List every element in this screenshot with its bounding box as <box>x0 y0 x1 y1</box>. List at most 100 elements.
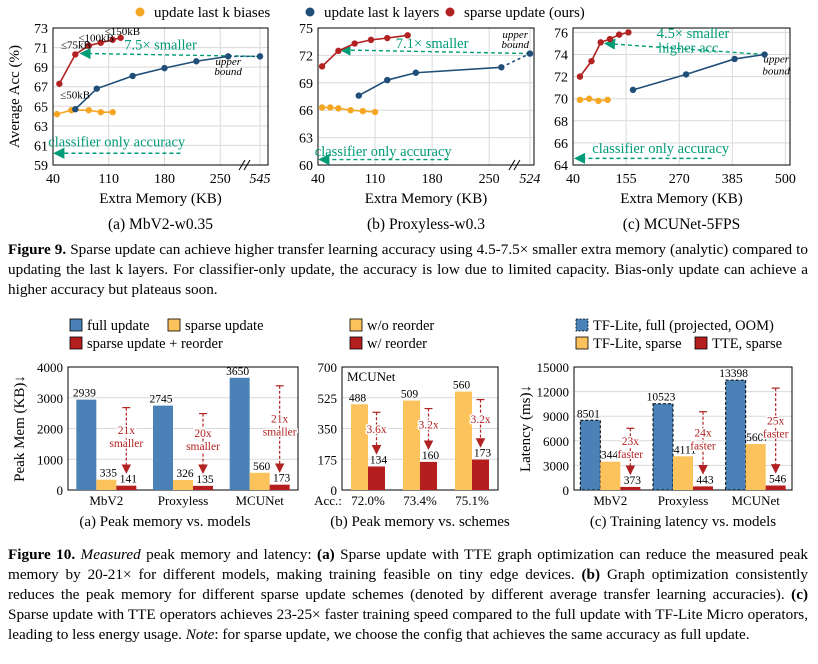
x-tick-label: 110 <box>98 172 118 187</box>
bar <box>455 391 472 490</box>
data-point <box>595 97 602 105</box>
y-tick-label: 2000 <box>37 422 63 437</box>
y-axis-label: Peak Mem (KB)↓ <box>12 375 28 482</box>
data-point <box>97 108 104 116</box>
figure-10-caption-a-label: (a) <box>317 546 335 563</box>
figure-10-caption-b-label: (b) <box>581 566 601 583</box>
y-tick-label: 9000 <box>543 409 569 424</box>
axis-break <box>513 159 521 171</box>
annotation-arrow <box>339 44 530 56</box>
data-point <box>72 51 79 58</box>
chart-subtitle: (a) MbV2-w0.35 <box>108 216 213 233</box>
y-tick-label: 75 <box>299 22 313 37</box>
data-label: 5607 <box>746 432 769 444</box>
figure-10-note-text: : for sparse update, we choose the confi… <box>214 626 750 643</box>
x-tick-label: Proxyless <box>158 493 209 508</box>
figure-9-caption-text: Sparse update can achieve higher transfe… <box>8 241 808 298</box>
data-point <box>412 69 420 76</box>
y-tick-label: 350 <box>318 422 338 437</box>
data-point <box>347 107 354 114</box>
y-tick-label: 67 <box>34 81 48 96</box>
y-tick-label: 12000 <box>537 385 570 400</box>
x-tick-label: 250 <box>210 172 231 187</box>
data-point <box>56 80 63 87</box>
legend-label: w/o reorder <box>367 318 434 334</box>
data-label: 135 <box>196 474 214 486</box>
figure-10-caption-italic: Measured <box>80 546 141 563</box>
data-point <box>318 63 326 70</box>
data-point <box>85 107 93 114</box>
annotation-text: classifier only accuracy <box>48 134 186 150</box>
bar <box>652 403 674 491</box>
y-tick-label: 74 <box>554 49 568 64</box>
y-tick-label: 68 <box>554 115 568 130</box>
annotation-text: ≤100kB <box>78 33 113 45</box>
annotation-text: classifier only accuracy <box>315 144 453 160</box>
legend-label: sparse update <box>185 318 264 334</box>
y-tick-label: 66 <box>299 104 313 119</box>
data-point <box>629 86 637 94</box>
x-tick-label: MCUNet <box>731 493 780 508</box>
series-line <box>74 55 229 110</box>
data-label: 173 <box>474 448 492 460</box>
data-point <box>193 58 200 65</box>
figure-10-note-label: Note <box>185 626 215 643</box>
x-tick-label: Proxyless <box>658 493 709 508</box>
data-point <box>682 71 690 78</box>
reduction-label: faster <box>690 441 716 453</box>
bar <box>229 377 250 490</box>
annotation-text: higher acc <box>658 40 718 56</box>
y-tick-label: 0 <box>563 483 570 498</box>
data-point <box>85 42 93 49</box>
y-axis-label: Latency (ms)↓ <box>518 385 534 472</box>
data-point <box>371 108 379 116</box>
data-label: 10523 <box>647 392 676 404</box>
data-label: 443 <box>696 474 714 486</box>
figure-10-caption: Figure 10. Measured peak memory and late… <box>8 545 808 645</box>
bar <box>420 461 437 490</box>
data-point <box>576 96 584 104</box>
x-axis-label: Extra Memory (KB) <box>620 191 742 207</box>
bar <box>579 419 601 491</box>
x-axis-label: Extra Memory (KB) <box>365 191 487 207</box>
data-label: 488 <box>349 392 367 404</box>
upper-bound-line <box>501 52 531 68</box>
y-tick-label: 69 <box>34 61 48 76</box>
x-tick-label: MCUNet <box>235 493 284 508</box>
upper-bound-point <box>526 50 534 57</box>
data-point <box>597 39 604 46</box>
series-line <box>358 66 502 97</box>
chart-subtitle: (c) MCUNet-5FPS <box>623 216 741 233</box>
bar <box>693 486 713 490</box>
y-tick-label: 63 <box>299 132 313 147</box>
bar <box>116 485 137 490</box>
annotation-arrow <box>603 38 765 56</box>
data-label: 3650 <box>226 366 249 378</box>
bar <box>745 444 766 490</box>
data-point <box>615 31 623 38</box>
annotation-text: upper <box>502 29 528 41</box>
reduction-label: 21x <box>118 425 136 437</box>
annotation-text: bound <box>502 39 530 51</box>
reduction-label: 21x <box>271 414 289 426</box>
data-point <box>384 34 391 42</box>
chart-title: MCUNet <box>347 369 396 384</box>
data-label: 546 <box>769 474 787 486</box>
axis-break <box>243 159 251 171</box>
data-label: 8501 <box>577 408 600 420</box>
annotation-text: bound <box>762 65 790 77</box>
legend-label: full update <box>87 318 149 334</box>
bar <box>403 400 420 490</box>
data-point <box>109 36 116 43</box>
data-point <box>97 39 104 46</box>
bar <box>620 486 641 490</box>
data-label: 326 <box>176 468 194 480</box>
y-tick-label: 64 <box>554 159 568 174</box>
y-tick-label: 6000 <box>543 434 569 449</box>
reduction-label: 3.2x <box>418 420 438 432</box>
data-point <box>318 104 326 111</box>
data-point <box>109 108 116 116</box>
y-tick-label: 76 <box>554 26 568 41</box>
data-label: 560 <box>253 461 271 473</box>
